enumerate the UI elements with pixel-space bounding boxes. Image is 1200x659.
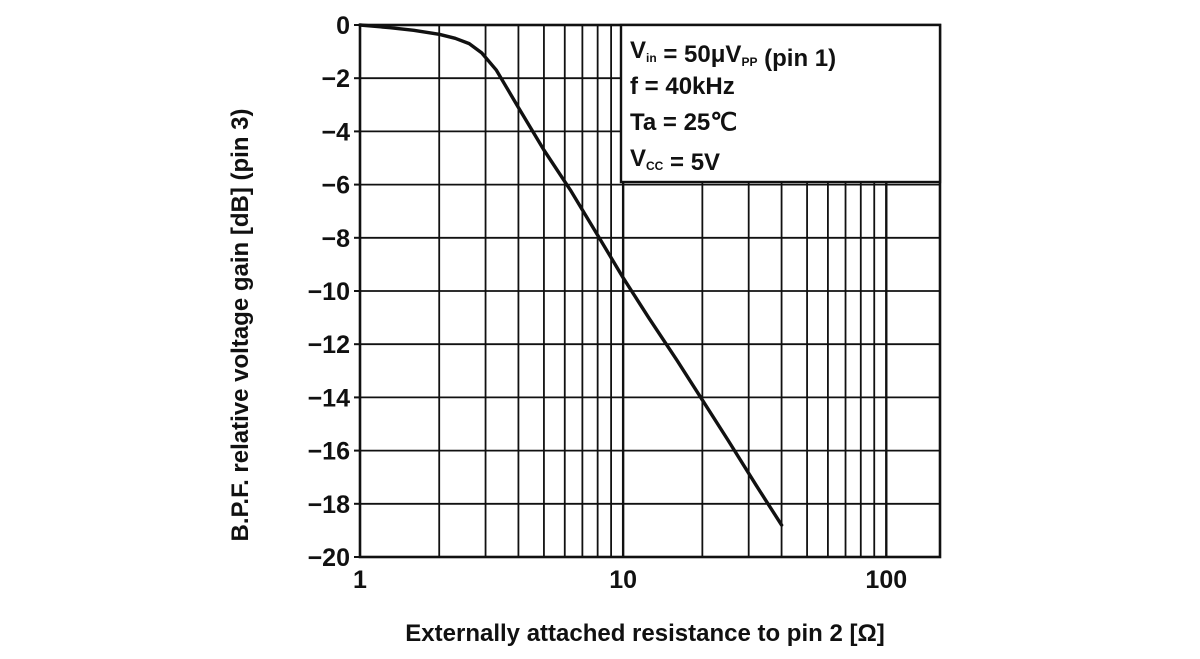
x-axis-label: Externally attached resistance to pin 2 … xyxy=(405,620,884,647)
condition-line: Vin = 50μVPP (pin 1) xyxy=(630,37,836,72)
y-tick-label: −16 xyxy=(308,438,350,466)
x-tick-label: 1 xyxy=(353,566,367,594)
condition-line: VCC = 5V xyxy=(630,145,720,176)
y-tick-label: −2 xyxy=(321,65,350,93)
y-tick-label: −6 xyxy=(321,172,350,200)
y-tick-label: −12 xyxy=(308,331,350,359)
condition-line: f = 40kHz xyxy=(630,73,735,100)
series-curve xyxy=(358,23,784,527)
y-tick-label: −14 xyxy=(308,384,351,412)
y-tick-label: −8 xyxy=(321,225,350,253)
x-tick-label: 10 xyxy=(609,566,637,594)
y-tick-label: −20 xyxy=(308,544,350,572)
x-tick-labels: 1 10 100 xyxy=(353,566,907,594)
y-tick-label: 0 xyxy=(336,12,350,40)
y-tick-label: −10 xyxy=(308,278,350,306)
conditions-box: Vin = 50μVPP (pin 1)f = 40kHz Ta = 25℃ VCC… xyxy=(619,23,942,184)
y-tick-label: −4 xyxy=(321,118,350,146)
y-axis-label: B.P.F. relative voltage gain [dB] (pin 3… xyxy=(227,109,254,542)
condition-line: Ta = 25℃ xyxy=(630,109,737,136)
y-tick-labels: 0 −2 −4 −6 −8 −10 −12 −14 −16 −18 −20 xyxy=(308,12,360,572)
conditions-box-border xyxy=(619,23,942,184)
x-tick-label: 100 xyxy=(865,566,907,594)
gain-curve-line xyxy=(358,23,784,527)
y-tick-label: −18 xyxy=(308,491,351,519)
